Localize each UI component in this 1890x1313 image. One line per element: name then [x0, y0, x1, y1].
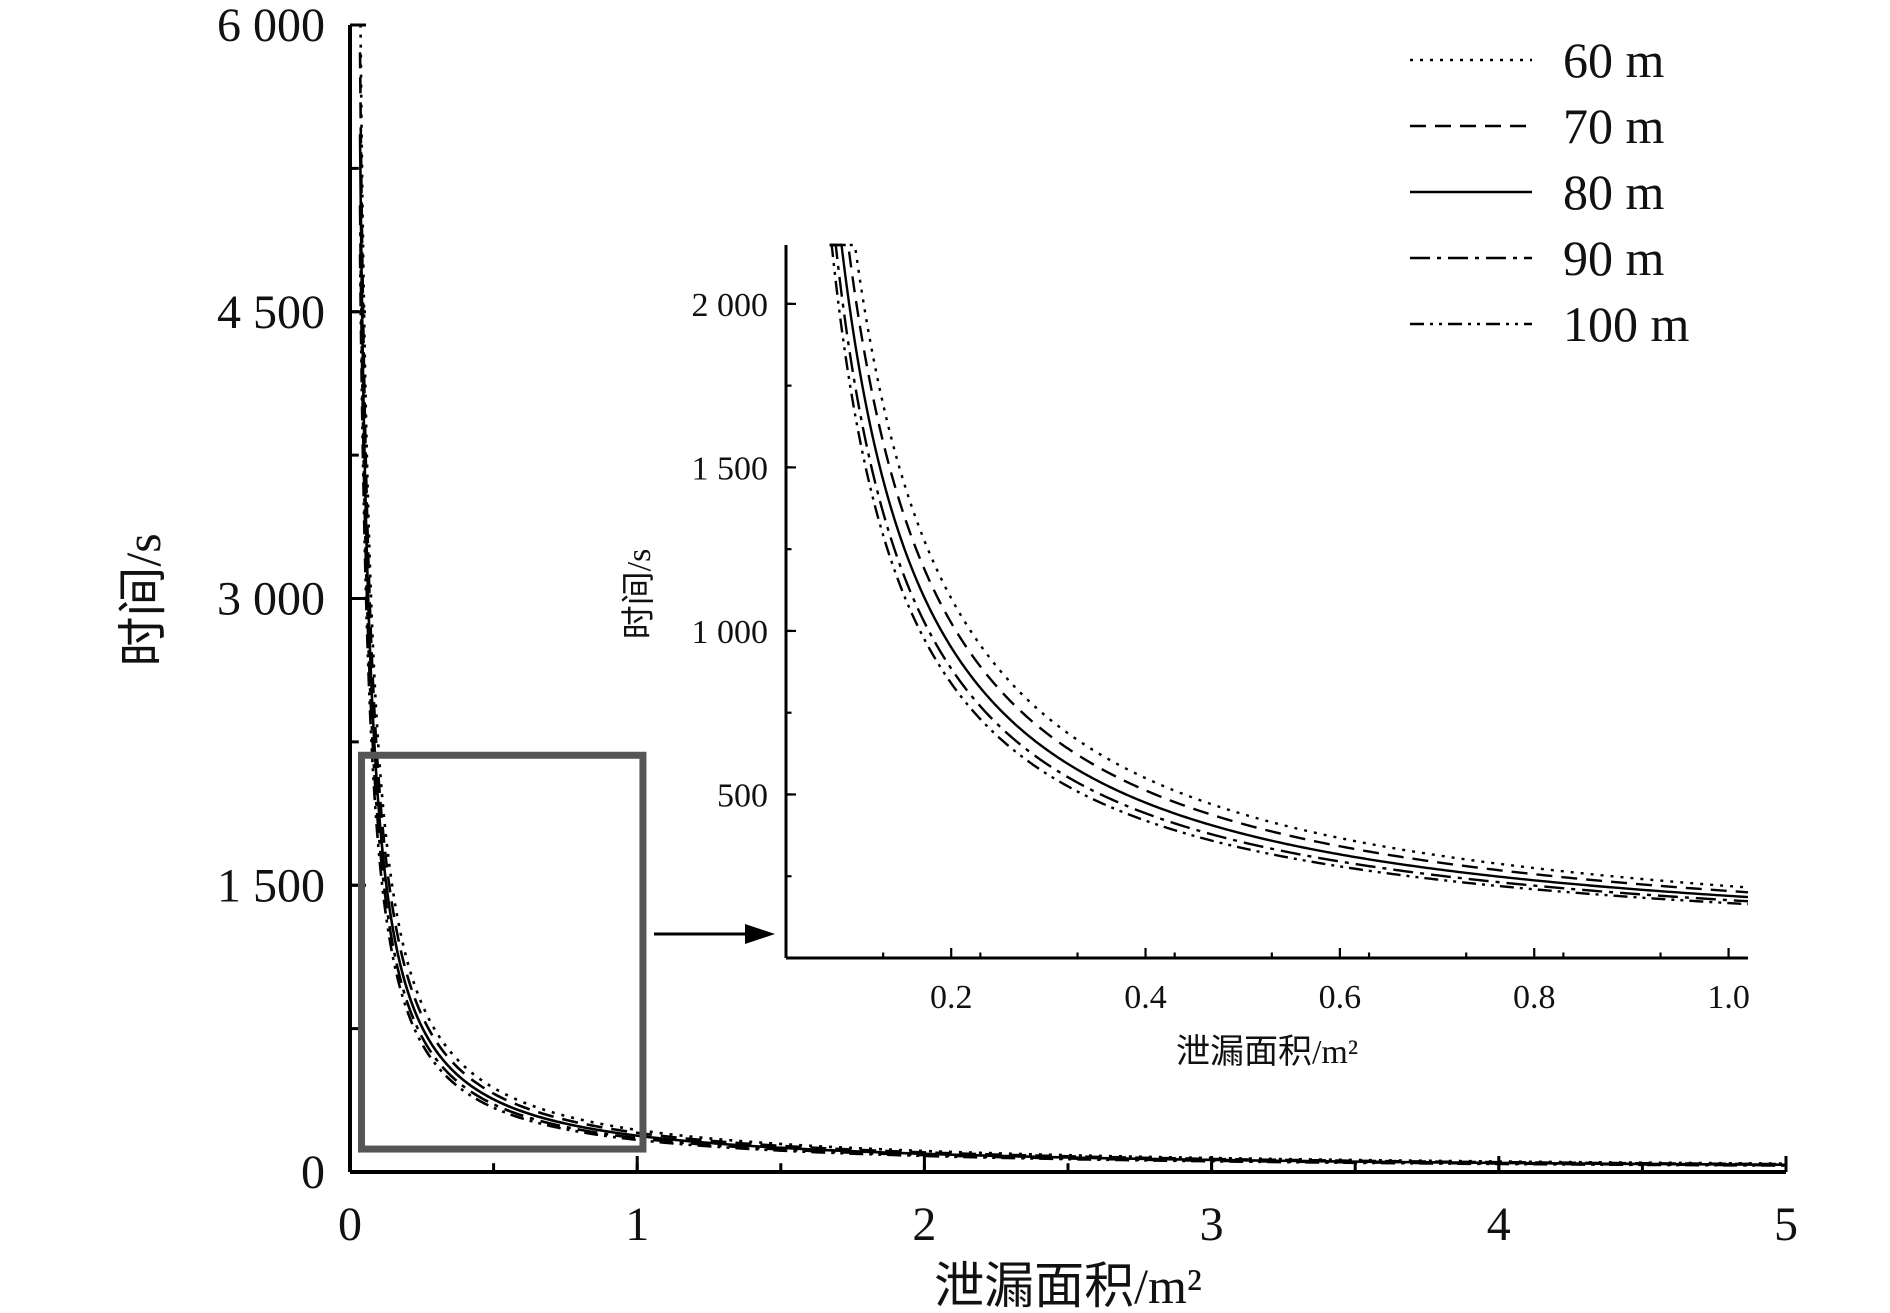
y-tick-label: 2 000: [692, 287, 769, 324]
x-tick-label: 5: [1774, 1198, 1798, 1251]
legend: 60 m 70 m 80 m 90 m 100 m: [1410, 32, 1690, 352]
y-tick-label: 1 000: [692, 614, 769, 651]
x-tick-label: 4: [1487, 1198, 1511, 1251]
x-tick-label: 2: [912, 1198, 936, 1251]
series-line-100-m: [358, 254, 1787, 1167]
series-line-80-m: [829, 243, 1749, 899]
main-series-lines: [358, 23, 1787, 1167]
zoom-box: [357, 751, 647, 1153]
series-line-100-m: [829, 243, 1749, 906]
main-tick-labels: 0 1 2 3 4 5 0 1 500 3 000 4 500 6 000: [217, 0, 1798, 1251]
main-plot: 0 1 2 3 4 5 0 1 500 3 000 4 500 6 000 时间/s 泄漏面积/m²: [115, 0, 1798, 1313]
legend-label-90-m: 90 m: [1563, 230, 1665, 286]
x-tick-label: 0.8: [1513, 979, 1556, 1016]
y-tick-label: 3 000: [217, 573, 325, 626]
legend-label-80-m: 80 m: [1563, 164, 1665, 220]
x-tick-label: 1: [625, 1198, 649, 1251]
y-tick-label: 4 500: [217, 286, 325, 339]
x-tick-label: 0.6: [1319, 979, 1362, 1016]
y-tick-label: 1 500: [692, 450, 769, 487]
legend-label-100-m: 100 m: [1563, 296, 1690, 352]
inset-x-axis-title: 泄漏面积/m²: [1176, 1033, 1358, 1071]
inset-y-axis-title: 时间/s: [621, 549, 658, 640]
x-tick-label: 3: [1200, 1198, 1224, 1251]
x-tick-label: 0.2: [930, 979, 973, 1016]
inset-tick-labels: 0.2 0.4 0.6 0.8 1.0 500 1 000 1 500 2 000: [692, 287, 1750, 1016]
series-line-90-m: [829, 243, 1749, 903]
x-tick-label: 0: [338, 1198, 362, 1251]
y-tick-label: 1 500: [217, 859, 325, 912]
x-tick-label: 1.0: [1707, 979, 1750, 1016]
inset-plot: 0.2 0.4 0.6 0.8 1.0 500 1 000 1 500 2 000 时间/s 泄…: [621, 243, 1750, 1071]
main-y-axis-title: 时间/s: [115, 533, 171, 666]
series-line-70-m: [829, 243, 1749, 894]
y-tick-label: 500: [717, 777, 768, 814]
inset-series-lines: [829, 243, 1749, 906]
inset-ticks: [784, 302, 1730, 960]
legend-label-60-m: 60 m: [1563, 32, 1665, 88]
legend-label-70-m: 70 m: [1563, 98, 1665, 154]
y-tick-label: 6 000: [217, 0, 325, 52]
series-line-80-m: [358, 134, 1787, 1167]
zoom-arrow: [654, 924, 775, 944]
series-line-70-m: [358, 52, 1787, 1166]
y-tick-label: 0: [301, 1146, 325, 1199]
main-x-axis-title: 泄漏面积/m²: [934, 1258, 1202, 1313]
series-line-60-m: [359, 23, 1787, 1165]
x-tick-label: 0.4: [1124, 979, 1167, 1016]
